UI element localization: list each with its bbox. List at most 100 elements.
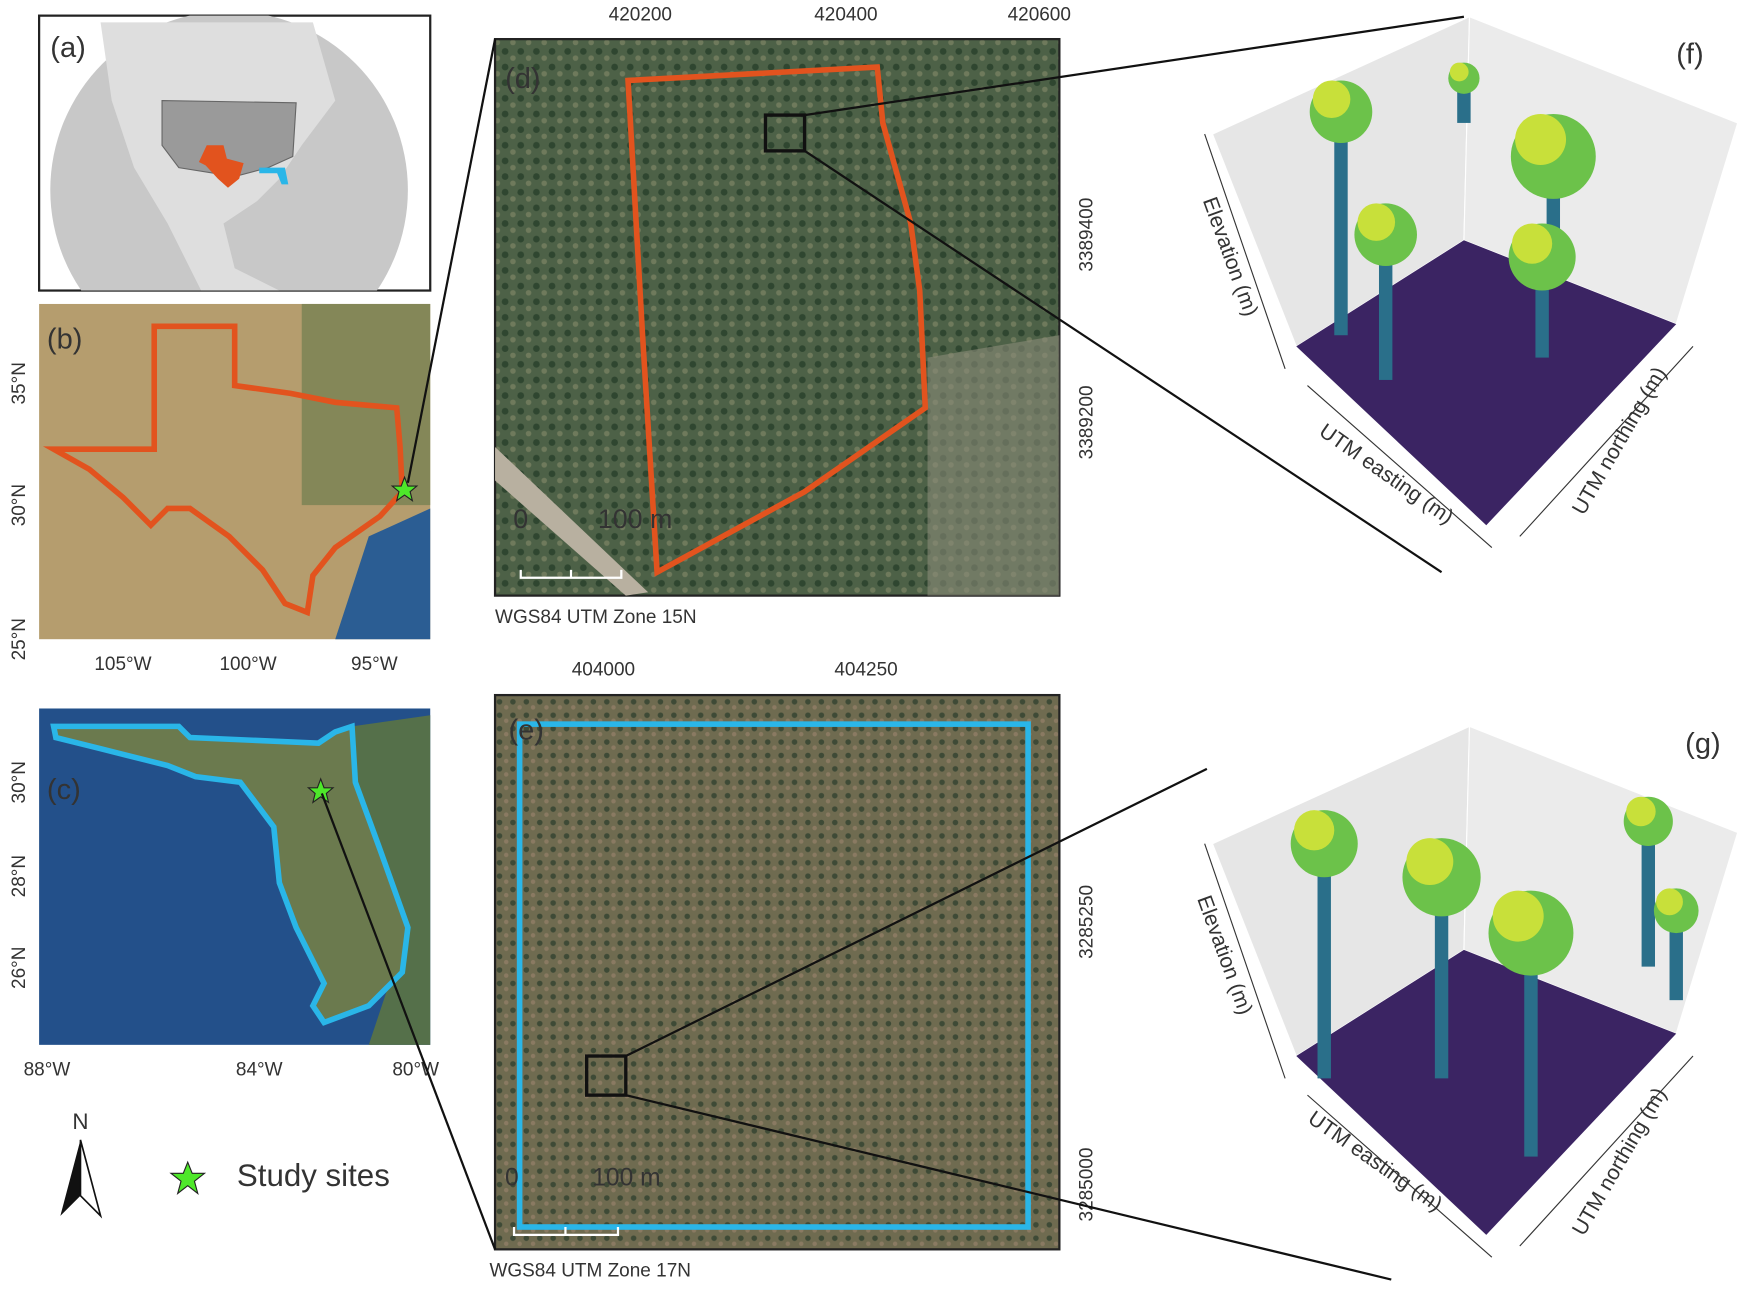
scale-label: 0 [513, 504, 528, 534]
connector [625, 767, 1208, 1058]
point-cloud-plot [1204, 15, 1739, 548]
clearing [927, 335, 1060, 596]
tree-stem [1669, 910, 1683, 1001]
x-tick-label: 404250 [834, 660, 897, 681]
projection: WGS84 UTM Zone 17N [489, 1261, 691, 1282]
north-arrow [79, 1139, 103, 1219]
connector [804, 15, 1465, 117]
panel-b: (b) 35°N 30°N 25°N 105°W 100°W 95°W [9, 303, 431, 675]
tree-stem [1524, 933, 1538, 1157]
y-tick-label: 25°N [9, 618, 30, 660]
panel-d: 0 100 m (d) 420200 420400 420600 3389400… [493, 5, 1097, 628]
x-tick-label: 420200 [609, 5, 672, 26]
axis-arrow [1519, 1055, 1694, 1247]
tree-stem [1334, 111, 1348, 336]
tree-stem [1434, 877, 1449, 1079]
panel-label: (c) [47, 774, 81, 806]
road [495, 446, 649, 596]
connector [320, 793, 497, 1250]
north-label: N [72, 1109, 88, 1134]
y-tick-label: 3389400 [1076, 198, 1097, 272]
tree-crown [1511, 223, 1553, 264]
y-tick-label: 3285250 [1076, 885, 1097, 959]
x-tick-label: 105°W [94, 654, 151, 675]
subplot-box [763, 113, 807, 153]
x-tick-label: 95°W [351, 654, 398, 675]
x-tick-label: 404000 [572, 660, 635, 681]
tree-crown [1515, 113, 1567, 165]
land [53, 715, 431, 1045]
connectors [320, 15, 1465, 1281]
scale-label: 100 m [592, 1164, 660, 1191]
figure-body: (a) (b) 35°N 30°N 25°N 105°W 100°W 95°W … [9, 5, 1739, 1282]
y-tick-label: 26°N [9, 947, 30, 989]
tree-stem [1317, 843, 1331, 1079]
site-outline [625, 64, 929, 577]
tree-crown [1492, 890, 1544, 942]
site-outline [516, 721, 1031, 1230]
connector [803, 149, 1443, 574]
y-tick-label: 30°N [9, 484, 30, 526]
texas [198, 145, 244, 188]
x-tick-label: 80°W [392, 1060, 439, 1081]
panel-e: 0 100 m (e) 404000 404250 3285250 328500… [489, 660, 1097, 1282]
texas-outline [42, 323, 406, 617]
axis-arrow [1204, 843, 1286, 1079]
panel-c: (c) 30°N 28°N 26°N 88°W 84°W 80°W [9, 708, 439, 1081]
tree-crown [1626, 796, 1656, 827]
legend-star [169, 1160, 207, 1195]
x-tick-label: 88°W [24, 1060, 71, 1081]
x-tick-label: 84°W [236, 1060, 283, 1081]
legend-label: Study sites [237, 1158, 390, 1193]
scale-label: 100 m [598, 504, 672, 534]
subplot-box [585, 1054, 628, 1097]
north-arrow [60, 1139, 81, 1216]
x-tick-label: 100°W [219, 654, 276, 675]
aerial-image [493, 693, 1061, 1251]
y-tick-label: 3389200 [1076, 385, 1097, 459]
panel-label: (f) [1676, 39, 1703, 71]
study-site [390, 475, 419, 502]
panel-g: (g) Elevation (m) UTM easting (m) UTM no… [1192, 725, 1739, 1258]
sea [335, 508, 431, 640]
florida [259, 167, 289, 185]
axis-arrow [1204, 133, 1286, 369]
scale-label: 0 [505, 1164, 519, 1191]
tree-crown [1294, 810, 1335, 851]
y-tick-label: 28°N [9, 855, 30, 897]
panel-label: (e) [508, 715, 544, 747]
tree-crown [1449, 62, 1469, 82]
connector [406, 38, 497, 483]
tree-stem [1641, 821, 1656, 967]
florida-outline [50, 722, 411, 1026]
tree-crown [1357, 203, 1396, 241]
panel-label: (a) [50, 32, 86, 64]
ground-points [1296, 949, 1677, 1235]
point-cloud-plot [1204, 725, 1739, 1258]
panel-label: (g) [1685, 728, 1721, 760]
projection: WGS84 UTM Zone 15N [495, 607, 697, 628]
scale-bar [512, 1227, 620, 1236]
legend: N Study sites [60, 1109, 390, 1219]
panel-f: (f) Elevation (m) UTM easting (m) UTM no… [1198, 15, 1739, 548]
tree-crown [1312, 80, 1351, 119]
x-tick-label: 420600 [1008, 5, 1071, 26]
axis-arrow [1307, 1094, 1493, 1258]
tree-crown [1656, 888, 1683, 916]
usa [161, 100, 297, 178]
panel-label: (d) [505, 63, 541, 95]
y-tick-label: 35°N [9, 362, 30, 404]
tree-crown [1406, 838, 1454, 886]
tree-stem [1378, 234, 1393, 380]
study-site [306, 777, 335, 804]
x-tick-label: 420400 [814, 5, 877, 26]
panel-label: (b) [47, 324, 83, 356]
y-tick-label: 3285000 [1076, 1148, 1097, 1222]
axis-arrow [1307, 385, 1493, 548]
scale-bar [519, 569, 623, 579]
connector [625, 1094, 1392, 1281]
panel-a: (a) [37, 14, 432, 292]
axis-arrow [1519, 346, 1694, 537]
y-tick-label: 30°N [9, 761, 30, 803]
